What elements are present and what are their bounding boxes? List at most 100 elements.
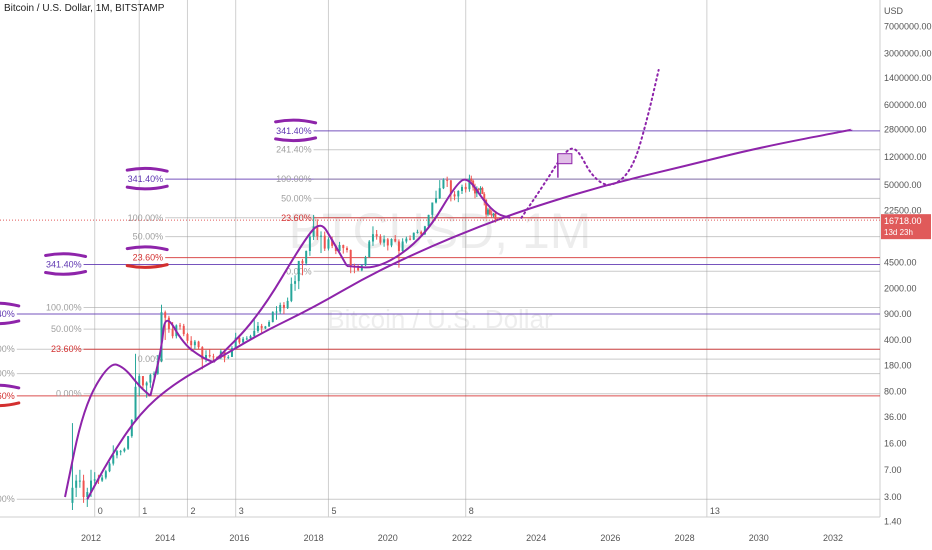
candle-body bbox=[394, 238, 397, 242]
candle-body bbox=[271, 311, 274, 323]
candle-body bbox=[435, 198, 438, 203]
y-tick-label: 120000.00 bbox=[884, 152, 927, 162]
candle-body bbox=[457, 190, 460, 197]
last-price-badge bbox=[881, 214, 931, 240]
candle-body bbox=[331, 239, 334, 246]
candle-body bbox=[379, 236, 382, 243]
candle-body bbox=[208, 355, 211, 357]
fib-level-label: 341.40% bbox=[276, 126, 312, 136]
candle-body bbox=[305, 250, 308, 264]
candle-body bbox=[420, 231, 423, 235]
fib-highlight-mark bbox=[0, 319, 21, 326]
fib-level-label: 241.40% bbox=[276, 145, 312, 155]
candle-body bbox=[375, 234, 378, 237]
candle-body bbox=[253, 330, 256, 337]
candle-body bbox=[242, 338, 245, 343]
candle-body bbox=[401, 241, 404, 251]
x-tick-label: 2022 bbox=[452, 533, 472, 543]
candle-body bbox=[301, 260, 304, 264]
candle-body bbox=[264, 326, 267, 329]
y-tick-label: 1.40 bbox=[884, 516, 902, 526]
fib-level-label: 23.60% bbox=[281, 213, 312, 223]
candle-body bbox=[412, 232, 415, 240]
fib-highlight-mark bbox=[125, 166, 169, 173]
candle-body bbox=[245, 338, 248, 340]
candle-body bbox=[431, 202, 434, 215]
candle-body bbox=[349, 249, 352, 267]
candle-body bbox=[141, 376, 144, 386]
cycle-marker-label: 8 bbox=[469, 506, 474, 516]
candle-body bbox=[160, 312, 163, 361]
x-tick-label: 2030 bbox=[749, 533, 769, 543]
candle-body bbox=[345, 248, 348, 250]
candle-body bbox=[86, 492, 89, 497]
fib-level-label: 23.60% bbox=[133, 253, 164, 263]
candle-body bbox=[409, 238, 412, 240]
candle-body bbox=[101, 477, 104, 481]
candle-body bbox=[327, 239, 330, 249]
candle-body bbox=[323, 235, 326, 249]
candle-body bbox=[256, 325, 259, 331]
y-tick-label: 400.00 bbox=[884, 335, 912, 345]
x-tick-label: 2018 bbox=[304, 533, 324, 543]
fib-level-label: 341.40% bbox=[46, 259, 82, 269]
candle-body bbox=[205, 355, 208, 360]
cycle-marker-label: 0 bbox=[98, 506, 103, 516]
candle-body bbox=[479, 188, 482, 190]
candle-body bbox=[212, 356, 215, 358]
y-axis-unit: USD bbox=[884, 6, 904, 16]
fib-level-label: 100.00% bbox=[46, 302, 82, 312]
candle-body bbox=[442, 179, 445, 189]
fib-level-label: 0.00% bbox=[138, 354, 164, 364]
fib-level-label: 341.40% bbox=[128, 174, 164, 184]
candle-body bbox=[483, 194, 486, 200]
candle-body bbox=[446, 179, 449, 181]
candle-body bbox=[138, 376, 141, 387]
candle-body bbox=[119, 451, 122, 453]
candle-body bbox=[461, 186, 463, 191]
fib-level-label: 50.00% bbox=[281, 193, 312, 203]
drawing-annotations bbox=[64, 68, 852, 500]
y-tick-label: 280000.00 bbox=[884, 125, 927, 135]
candle-body bbox=[342, 245, 345, 249]
candle-body bbox=[115, 451, 118, 456]
x-tick-label: 2014 bbox=[155, 533, 175, 543]
candle-body bbox=[193, 341, 196, 346]
candle-body bbox=[186, 334, 189, 341]
y-tick-label: 36.00 bbox=[884, 412, 907, 422]
fib-highlight-mark bbox=[0, 301, 21, 308]
candle-body bbox=[268, 322, 271, 327]
candle-body bbox=[453, 194, 456, 197]
candle-body bbox=[486, 209, 489, 215]
log-growth-curve bbox=[86, 128, 852, 500]
candle-body bbox=[260, 325, 263, 329]
cycle-marker-label: 2 bbox=[190, 506, 195, 516]
candle-body bbox=[383, 239, 386, 243]
candle-body bbox=[82, 480, 85, 497]
fib-level-label: 23.60% bbox=[51, 344, 82, 354]
candle-body bbox=[405, 238, 408, 242]
candle-body bbox=[423, 226, 426, 235]
candle-body bbox=[308, 236, 311, 251]
fib-highlight-mark bbox=[0, 401, 21, 408]
y-tick-label: 3.00 bbox=[884, 492, 902, 502]
candle-body bbox=[481, 188, 484, 195]
candle-body bbox=[71, 487, 74, 503]
y-tick-label: 16.00 bbox=[884, 438, 907, 448]
fib-highlight-mark bbox=[274, 118, 318, 125]
candle-body bbox=[179, 325, 182, 327]
x-axis: 2012 2014 2016 2018 2020 2022 2024 2026 2028 2030… bbox=[81, 533, 843, 543]
chart-title: Bitcoin / U.S. Dollar, 1M, BITSTAMP bbox=[4, 3, 165, 14]
fib-level-label: 0.00% bbox=[56, 389, 82, 399]
fib-highlight-mark bbox=[125, 245, 169, 252]
fib-highlight-mark bbox=[125, 184, 169, 191]
y-tick-label: 7.00 bbox=[884, 465, 902, 475]
candle-body bbox=[294, 281, 297, 284]
candle-body bbox=[438, 188, 441, 199]
candle-body bbox=[490, 214, 493, 216]
candle-body bbox=[182, 325, 185, 335]
fib-level-label: 341.40% bbox=[0, 309, 15, 319]
candle-body bbox=[93, 479, 96, 481]
x-tick-label: 2026 bbox=[600, 533, 620, 543]
candle-body bbox=[104, 471, 107, 478]
